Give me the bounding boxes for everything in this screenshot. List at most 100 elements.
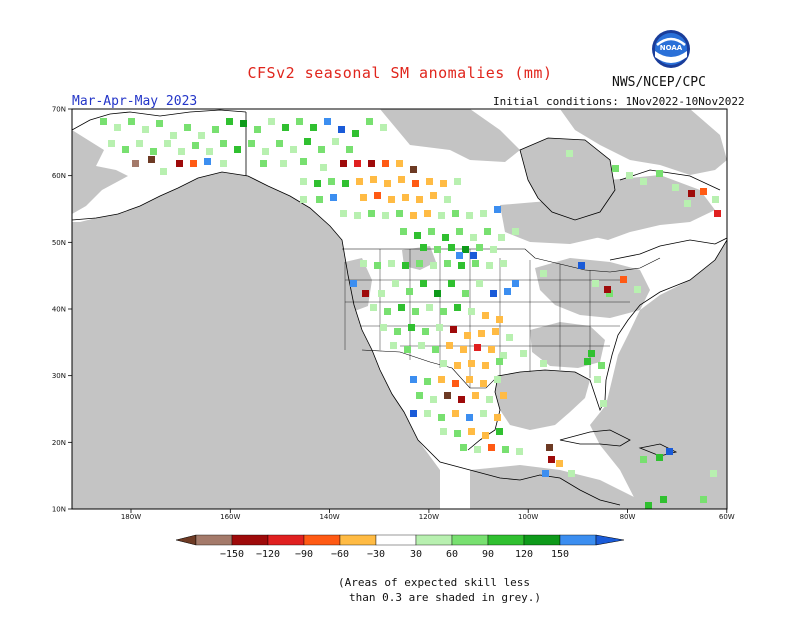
legend-swatch-neutral bbox=[375, 534, 417, 546]
anomaly-cell bbox=[466, 376, 473, 383]
anomaly-cell bbox=[468, 308, 475, 315]
anomaly-cell bbox=[402, 262, 409, 269]
anomaly-cell bbox=[578, 262, 585, 269]
anomaly-cell bbox=[436, 324, 443, 331]
legend-swatch bbox=[267, 534, 305, 546]
anomaly-cell bbox=[160, 168, 167, 175]
anomaly-cell bbox=[198, 132, 205, 139]
anomaly-cell bbox=[488, 444, 495, 451]
anomaly-cell bbox=[480, 410, 487, 417]
anomaly-cell bbox=[380, 124, 387, 131]
anomaly-cell bbox=[340, 160, 347, 167]
anomaly-cell bbox=[640, 178, 647, 185]
anomaly-cell bbox=[588, 350, 595, 357]
anomaly-cell bbox=[520, 350, 527, 357]
anomaly-cell bbox=[458, 262, 465, 269]
anomaly-cell bbox=[328, 178, 335, 185]
anomaly-cell bbox=[368, 160, 375, 167]
anomaly-cell bbox=[148, 156, 155, 163]
anomaly-cell bbox=[484, 228, 491, 235]
anomaly-cell bbox=[316, 196, 323, 203]
anomaly-cell bbox=[350, 280, 357, 287]
anomaly-cell bbox=[384, 308, 391, 315]
anomaly-cell bbox=[342, 180, 349, 187]
anomaly-cell bbox=[416, 260, 423, 267]
anomaly-cell bbox=[192, 142, 199, 149]
anomaly-cell bbox=[360, 194, 367, 201]
anomaly-cell bbox=[656, 170, 663, 177]
anomaly-cell bbox=[296, 118, 303, 125]
anomaly-cell bbox=[496, 428, 503, 435]
anomaly-cell bbox=[108, 140, 115, 147]
anomaly-cell bbox=[494, 376, 501, 383]
anomaly-cell bbox=[424, 378, 431, 385]
anomaly-cell bbox=[410, 410, 417, 417]
anomaly-cell bbox=[584, 358, 591, 365]
anomaly-cell bbox=[206, 148, 213, 155]
anomaly-cell bbox=[710, 470, 717, 477]
anomaly-cell bbox=[656, 454, 663, 461]
legend-swatch bbox=[451, 534, 489, 546]
anomaly-cell bbox=[472, 260, 479, 267]
legend-tick-label: 60 bbox=[446, 549, 458, 560]
anomaly-cell bbox=[352, 130, 359, 137]
legend-swatch bbox=[195, 534, 233, 546]
anomaly-cell bbox=[332, 138, 339, 145]
anomaly-cell bbox=[268, 118, 275, 125]
anomaly-cell bbox=[714, 210, 721, 217]
anomaly-cell bbox=[460, 444, 467, 451]
anomaly-cell bbox=[474, 446, 481, 453]
anomaly-cell bbox=[396, 210, 403, 217]
anomaly-cell bbox=[440, 428, 447, 435]
anomaly-cell bbox=[440, 360, 447, 367]
anomaly-cell bbox=[502, 446, 509, 453]
anomaly-cell bbox=[470, 234, 477, 241]
anomaly-cell bbox=[290, 146, 297, 153]
anomaly-cell bbox=[442, 234, 449, 241]
lat-label: 40N bbox=[52, 306, 66, 314]
anomaly-cell bbox=[170, 132, 177, 139]
anomaly-cell bbox=[282, 124, 289, 131]
lat-label: 60N bbox=[52, 172, 66, 180]
anomaly-cell bbox=[220, 140, 227, 147]
anomaly-cell bbox=[416, 196, 423, 203]
anomaly-cell bbox=[262, 148, 269, 155]
anomaly-cell bbox=[612, 165, 619, 172]
anomaly-cell bbox=[438, 212, 445, 219]
anomaly-cell bbox=[434, 246, 441, 253]
anomaly-cell bbox=[448, 244, 455, 251]
noaa-logo-icon: NOAA bbox=[652, 30, 690, 68]
anomaly-cell bbox=[366, 118, 373, 125]
anomaly-cell bbox=[476, 244, 483, 251]
anomaly-cell bbox=[370, 304, 377, 311]
anomaly-cell bbox=[420, 280, 427, 287]
anomaly-cell bbox=[382, 212, 389, 219]
anomaly-cell bbox=[136, 140, 143, 147]
anomaly-cell bbox=[444, 392, 451, 399]
lon-label: 120W bbox=[419, 513, 439, 521]
anomaly-cell bbox=[178, 148, 185, 155]
anomaly-cell bbox=[474, 344, 481, 351]
anomaly-cell bbox=[260, 160, 267, 167]
anomaly-cell bbox=[645, 502, 652, 509]
anomaly-cell bbox=[454, 430, 461, 437]
anomaly-cell bbox=[566, 150, 573, 157]
anomaly-cell bbox=[634, 286, 641, 293]
anomaly-cell bbox=[620, 276, 627, 283]
anomaly-cell bbox=[432, 346, 439, 353]
anomaly-cells bbox=[100, 118, 721, 509]
anomaly-cell bbox=[220, 160, 227, 167]
anomaly-cell bbox=[466, 212, 473, 219]
lat-label: 50N bbox=[52, 239, 66, 247]
anomaly-cell bbox=[150, 148, 157, 155]
anomaly-cell bbox=[504, 288, 511, 295]
low-skill-mask bbox=[72, 109, 727, 509]
anomaly-cell bbox=[190, 160, 197, 167]
lon-label: 100W bbox=[518, 513, 538, 521]
lat-label: 70N bbox=[52, 106, 66, 114]
anomaly-cell bbox=[142, 126, 149, 133]
anomaly-cell bbox=[496, 316, 503, 323]
anomaly-cell bbox=[494, 206, 501, 213]
anomaly-cell bbox=[254, 126, 261, 133]
anomaly-cell bbox=[346, 146, 353, 153]
